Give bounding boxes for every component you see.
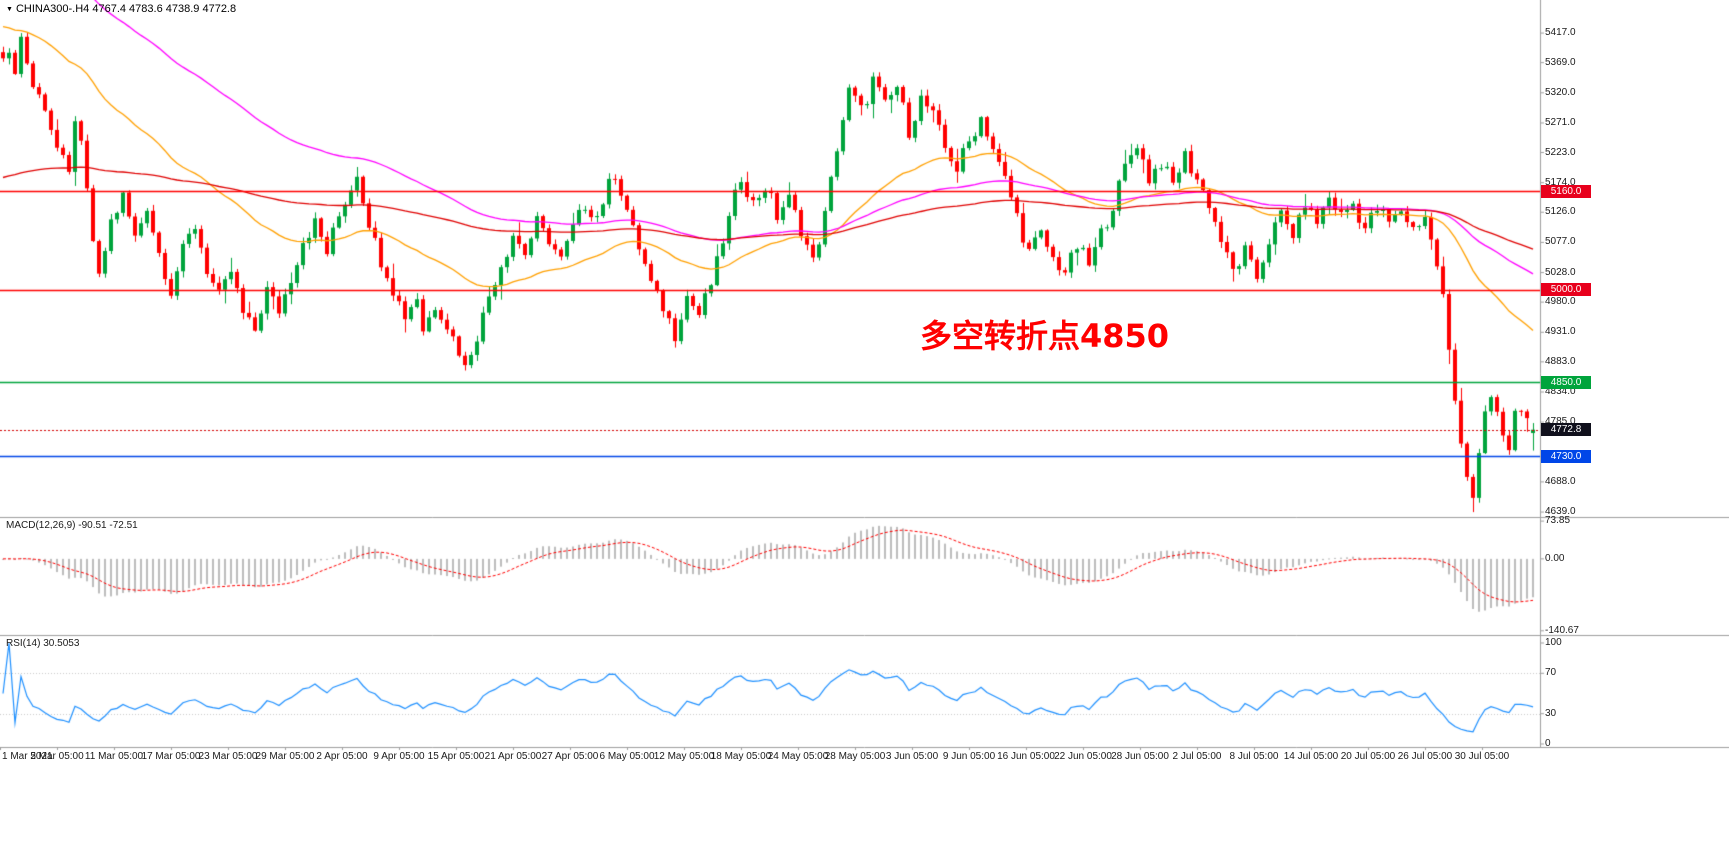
time-tick-label: 5 Mar 05:00 [30,751,84,762]
time-tick-label: 8 Jul 05:00 [1229,751,1279,762]
price-tick-label: 5417.0 [1545,27,1576,39]
time-tick-label: 9 Apr 05:00 [373,751,425,762]
symbol-dropdown-icon[interactable]: ▼ [6,6,13,13]
price-tick-label: 4931.0 [1545,326,1576,338]
price-tick-label: 4883.0 [1545,355,1576,367]
price-tick-label: 4834.0 [1545,386,1576,398]
time-tick-label: 24 May 05:00 [767,751,829,762]
price-tick-label: 5028.0 [1545,266,1576,278]
time-tick-label: 28 May 05:00 [824,751,886,762]
price-tick-label: 4688.0 [1545,475,1576,487]
time-tick-label: 26 Jul 05:00 [1397,751,1453,762]
time-tick-label: 21 Apr 05:00 [484,751,542,762]
price-tick-label: 4980.0 [1545,296,1576,308]
price-tick-label: 5271.0 [1545,116,1576,128]
hline-price-badge: 4730.0 [1541,449,1591,463]
macd-tick-label: -140.67 [1545,624,1579,636]
time-tick-label: 14 Jul 05:00 [1283,751,1339,762]
rsi-tick-label: 30 [1545,707,1557,719]
rsi-indicator-label: RSI(14) 30.5053 [6,638,80,649]
chart-title: ▼ CHINA300-.H4 4767.4 4783.6 4738.9 4772.… [6,3,236,15]
time-tick-label: 29 Mar 05:00 [255,751,315,762]
price-tick-label: 5369.0 [1545,56,1576,68]
rsi-tick-label: 70 [1545,667,1557,679]
hline-price-badge: 5000.0 [1541,283,1591,297]
time-tick-label: 17 Mar 05:00 [141,751,201,762]
time-tick-label: 2 Jul 05:00 [1172,751,1222,762]
symbol-period-label: CHINA300-.H4 [15,3,90,15]
time-tick-label: 15 Apr 05:00 [427,751,485,762]
macd-tick-label: 73.85 [1545,515,1571,527]
time-tick-label: 12 May 05:00 [653,751,715,762]
hline-price-badge: 5160.0 [1541,184,1591,198]
time-tick-label: 27 Apr 05:00 [541,751,599,762]
time-tick-label: 9 Jun 05:00 [942,751,996,762]
time-tick-label: 30 Jul 05:00 [1454,751,1510,762]
time-tick-label: 11 Mar 05:00 [84,751,144,762]
price-tick-label: 5126.0 [1545,206,1576,218]
hline-price-badge: 4850.0 [1541,375,1591,389]
time-tick-label: 3 Jun 05:00 [885,751,939,762]
price-tick-label: 5320.0 [1545,86,1576,98]
price-tick-label: 4639.0 [1545,506,1576,518]
time-tick-label: 1 Mar 2021 [2,751,53,762]
price-tick-label: 4785.0 [1545,416,1576,428]
macd-tick-label: 0.00 [1545,552,1565,564]
current-price-badge: 4772.8 [1541,423,1591,437]
price-tick-label: 5174.0 [1545,176,1576,188]
rsi-tick-label: 0 [1545,738,1551,749]
time-tick-label: 22 Jun 05:00 [1054,751,1112,762]
time-tick-label: 28 Jun 05:00 [1111,751,1169,762]
macd-indicator-label: MACD(12,26,9) -90.51 -72.51 [6,520,138,531]
time-tick-label: 20 Jul 05:00 [1340,751,1396,762]
time-tick-label: 18 May 05:00 [710,751,772,762]
ohlc-values: 4767.4 4783.6 4738.9 4772.8 [92,3,237,15]
annotation-text[interactable]: 多空转折点4850 [920,317,1170,355]
price-tick-label: 5223.0 [1545,146,1576,158]
price-tick-label: 5077.0 [1545,236,1576,248]
time-tick-label: 2 Apr 05:00 [316,751,368,762]
time-tick-label: 23 Mar 05:00 [198,751,258,762]
time-tick-label: 6 May 05:00 [599,751,655,762]
time-tick-label: 16 Jun 05:00 [997,751,1055,762]
rsi-tick-label: 100 [1545,637,1562,648]
